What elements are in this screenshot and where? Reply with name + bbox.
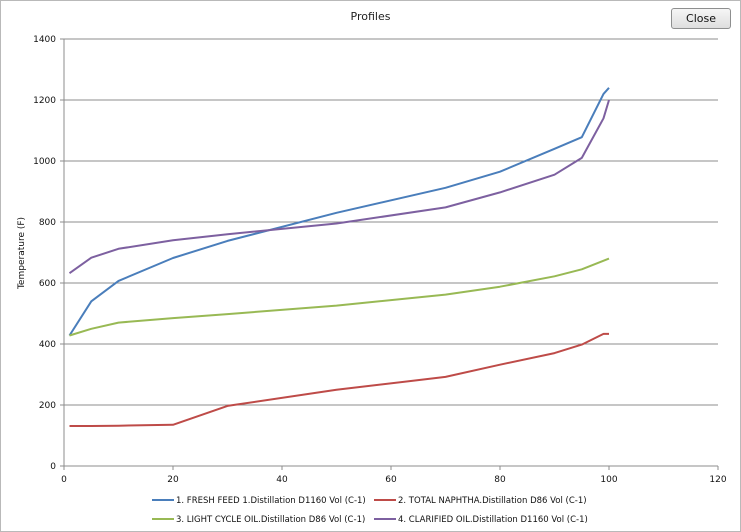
series-line-1 [68,87,610,337]
y-tick-labels: 0 200 400 600 800 1000 1200 1400 [33,35,56,472]
legend-label-4: 4. CLARIFIED OIL.Distillation D1160 Vol … [398,515,588,525]
y-tick-label-1200: 1200 [33,96,56,106]
y-tick-label-400: 400 [39,340,56,350]
y-tick-label-800: 800 [39,218,56,228]
series-lines [68,87,610,427]
series-line-4 [68,99,610,275]
x-tick-labels: 0 20 40 60 80 100 120 [61,475,727,485]
legend-label-2: 2. TOTAL NAPHTHA.Distillation D86 Vol (C… [398,496,587,506]
x-tick-label-100: 100 [600,475,617,485]
x-tick-label-60: 60 [385,475,397,485]
y-axis-label: Temperature (F) [17,217,27,290]
close-button[interactable]: Close [671,8,731,29]
x-tick-label-0: 0 [61,475,67,485]
series-line-3 [69,257,610,337]
window-title: Profiles [350,10,391,23]
y-tick-label-1400: 1400 [33,35,56,45]
legend-label-3: 3. LIGHT CYCLE OIL.Distillation D86 Vol … [176,515,365,525]
y-tick-label-1000: 1000 [33,157,56,167]
legend-label-1: 1. FRESH FEED 1.Distillation D1160 Vol (… [176,496,366,506]
y-tick-label-0: 0 [50,462,56,472]
x-tick-label-20: 20 [167,475,179,485]
x-tick-label-40: 40 [276,475,288,485]
x-tick-label-80: 80 [494,475,506,485]
x-tick-label-120: 120 [709,475,726,485]
y-tick-label-600: 600 [39,279,56,289]
y-tick-label-200: 200 [39,401,56,411]
series-line-2 [69,332,609,427]
gridlines [64,38,718,406]
axes [60,38,719,470]
legend: 1. FRESH FEED 1.Distillation D1160 Vol (… [152,496,588,525]
